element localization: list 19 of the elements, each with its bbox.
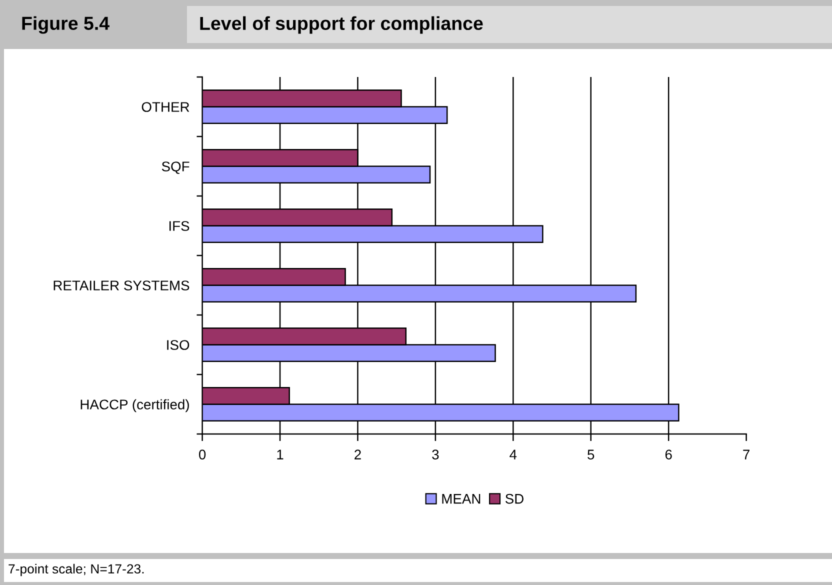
- x-tick-label: 6: [665, 450, 672, 460]
- chart-title: Level of support for compliance: [200, 16, 483, 34]
- caption: Figure 5.4: [22, 16, 110, 34]
- text: 7-point scale; N=17-23.: [8, 564, 144, 576]
- y-tick-label: HACCP (certified): [80, 399, 189, 412]
- x-tick-label: 0: [198, 450, 206, 460]
- y-tick-label: ISO: [167, 340, 190, 350]
- x-tick-label: 2: [354, 450, 361, 460]
- y-tick-label: IFS: [169, 221, 190, 231]
- x-tick-label: 5: [588, 450, 594, 460]
- x-tick-label: 1: [277, 450, 284, 460]
- y-tick-label: SQF: [162, 162, 190, 174]
- y-tick-label: OTHER: [142, 102, 190, 112]
- legend-label: SD: [505, 494, 524, 504]
- legend-label: MEAN: [442, 494, 480, 504]
- x-tick-label: 4: [510, 450, 517, 460]
- y-tick-label: RETAILER SYSTEMS: [54, 280, 190, 290]
- x-tick-label: 7: [743, 450, 750, 460]
- x-tick-label: 3: [432, 450, 439, 460]
